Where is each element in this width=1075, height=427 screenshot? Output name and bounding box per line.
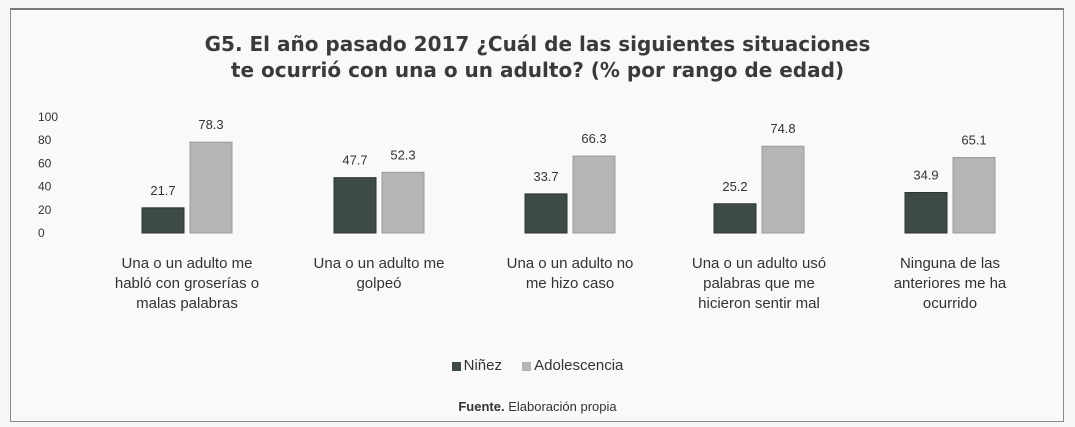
y-tick-label-100: 100 [38,110,58,124]
y-tick-label-60: 60 [38,156,52,170]
legend-label-adolescencia: Adolescencia [534,357,624,374]
chart-title-line-2: te ocurrió con una o un adulto? (% por r… [230,58,845,82]
bar-ninez-4 [713,203,757,234]
legend-swatch-ninez [451,361,461,371]
source-note: Fuente. Elaboración propia [0,399,1075,414]
y-tick-label-0: 0 [38,226,45,240]
category-label-5-line-3: ocurrido [923,295,977,312]
bar-adolescencia-2 [381,171,425,234]
y-tick-label-20: 20 [38,203,52,217]
bar-ninez-3 [524,193,568,234]
data-label-adolescencia-4: 74.8 [770,121,795,136]
data-label-ninez-1: 21.7 [150,183,175,198]
bar-chart: 0 20 40 60 80 100 21.7 78.3 Una o un adulto me ha… [38,110,1007,312]
source-label: Fuente. [458,399,505,414]
category-label-4-line-3: hicieron sentir mal [698,295,820,312]
legend-swatch-adolescencia [522,361,532,371]
bar-ninez-2 [333,177,377,234]
bar-ninez-1 [141,207,185,234]
data-label-ninez-4: 25.2 [722,179,747,194]
legend-item-adolescencia: Adolescencia [522,357,623,374]
category-label-3-line-2: me hizo caso [526,275,614,292]
data-label-ninez-3: 33.7 [533,169,558,184]
y-tick-label-80: 80 [38,133,52,147]
category-label-4-line-2: palabras que me [703,275,815,292]
data-label-adolescencia-2: 52.3 [390,147,415,162]
data-label-ninez-2: 47.7 [342,153,367,168]
data-label-adolescencia-3: 66.3 [581,131,606,146]
category-label-3-line-1: Una o un adulto no [507,255,634,272]
category-label-2-line-1: Una o un adulto me [314,255,445,272]
chart-title-line-1: G5. El año pasado 2017 ¿Cuál de las sigu… [204,32,871,56]
bar-adolescencia-1 [189,141,233,234]
category-label-5-line-1: Ninguna de las [900,255,1000,272]
bar-adolescencia-5 [952,156,996,234]
legend-item-ninez: Niñez [451,357,507,374]
bar-adolescencia-3 [572,155,616,234]
data-label-adolescencia-5: 65.1 [961,132,986,147]
bar-ninez-5 [904,192,948,234]
category-label-1-line-3: malas palabras [136,295,238,312]
category-label-5-line-2: anteriores me ha [894,275,1007,292]
category-label-1-line-1: Una o un adulto me [122,255,253,272]
source-text: Elaboración propia [508,399,617,414]
category-label-1-line-2: habló con groserías o [115,275,259,292]
data-label-ninez-5: 34.9 [913,168,938,183]
category-label-2-line-2: golpeó [356,275,401,292]
category-label-4-line-1: Una o un adulto usó [692,255,826,272]
bar-adolescencia-4 [761,145,805,234]
legend-label-ninez: Niñez [463,357,502,374]
legend: Niñez Adolescencia [0,357,1075,374]
y-tick-label-40: 40 [38,180,52,194]
data-label-adolescencia-1: 78.3 [198,117,223,132]
